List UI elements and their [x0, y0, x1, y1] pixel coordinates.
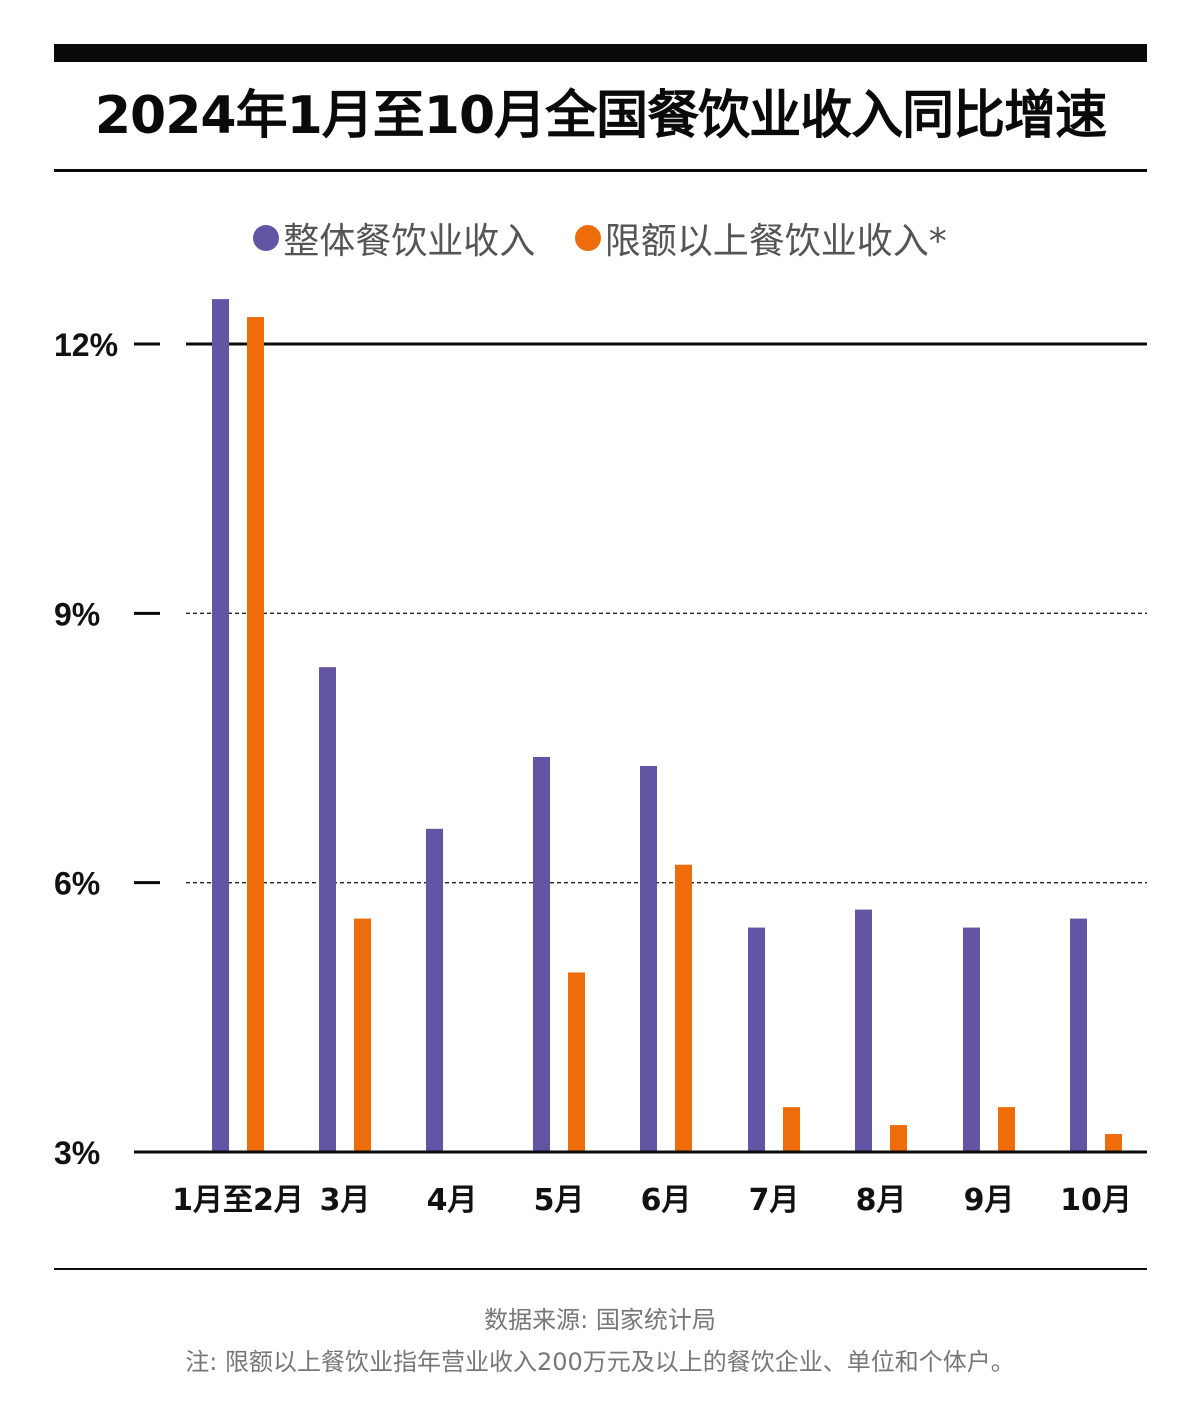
chart-title: 2024年1月至10月全国餐饮业收入同比增速 — [94, 86, 1107, 146]
x-tick-label: 5月 — [534, 1183, 585, 1218]
bar-overall-3 — [426, 828, 443, 1152]
top-rule — [54, 44, 1147, 62]
bottom-rule — [54, 1268, 1147, 1270]
y-tick-label: 6% — [54, 866, 100, 902]
bar-overall-6 — [748, 927, 765, 1152]
legend-item-above-limit: 限额以上餐饮业收入* — [574, 218, 947, 266]
title-rule — [54, 169, 1147, 172]
x-tick-label: 10月 — [1060, 1183, 1132, 1218]
x-tick-label: 8月 — [856, 1183, 907, 1218]
bar-above-limit-6 — [783, 1107, 800, 1152]
bar-overall-7 — [855, 909, 872, 1152]
x-tick-label: 9月 — [964, 1183, 1015, 1218]
bar-above-limit-1 — [247, 317, 264, 1152]
bar-above-limit-8 — [998, 1107, 1015, 1152]
bar-above-limit-2 — [354, 918, 371, 1152]
bar-overall-2 — [319, 667, 336, 1152]
x-tick-label: 3月 — [320, 1183, 371, 1218]
bar-overall-9 — [1070, 918, 1087, 1152]
data-source: 数据来源: 国家统计局 — [484, 1306, 716, 1334]
bar-overall-5 — [640, 765, 657, 1152]
bar-overall-4 — [533, 756, 550, 1152]
bar-above-limit-4 — [568, 972, 585, 1152]
y-tick-label: 9% — [54, 596, 100, 632]
legend-dot-overall — [253, 225, 280, 251]
legend-label-overall: 整体餐饮业收入 — [283, 221, 536, 262]
y-tick-label: 12% — [54, 327, 118, 363]
bar-above-limit-9 — [1105, 1134, 1122, 1152]
footnote: 注: 限额以上餐饮业指年营业收入200万元及以上的餐饮企业、单位和个体户。 — [185, 1348, 1015, 1376]
x-tick-label: 4月 — [427, 1183, 478, 1218]
x-tick-label: 1月至2月 — [172, 1183, 304, 1218]
bar-above-limit-7 — [890, 1125, 907, 1152]
x-tick-label: 7月 — [749, 1183, 800, 1218]
bar-overall-8 — [963, 927, 980, 1152]
x-tick-label: 6月 — [641, 1183, 692, 1218]
y-tick-label: 3% — [54, 1135, 100, 1171]
legend-dot-above-limit — [574, 225, 601, 251]
legend-label-above-limit: 限额以上餐饮业收入* — [604, 221, 947, 262]
bar-overall-1 — [212, 299, 229, 1153]
legend: 整体餐饮业收入 限额以上餐饮业收入* — [0, 218, 1200, 266]
bar-above-limit-5 — [675, 864, 692, 1152]
legend-item-overall: 整体餐饮业收入 — [253, 218, 535, 266]
bar-chart: 3% 6% 9% 12% 1月至2月 3月 4月 5月 6月 7月 8月 9月 10月 — [54, 299, 1147, 1218]
